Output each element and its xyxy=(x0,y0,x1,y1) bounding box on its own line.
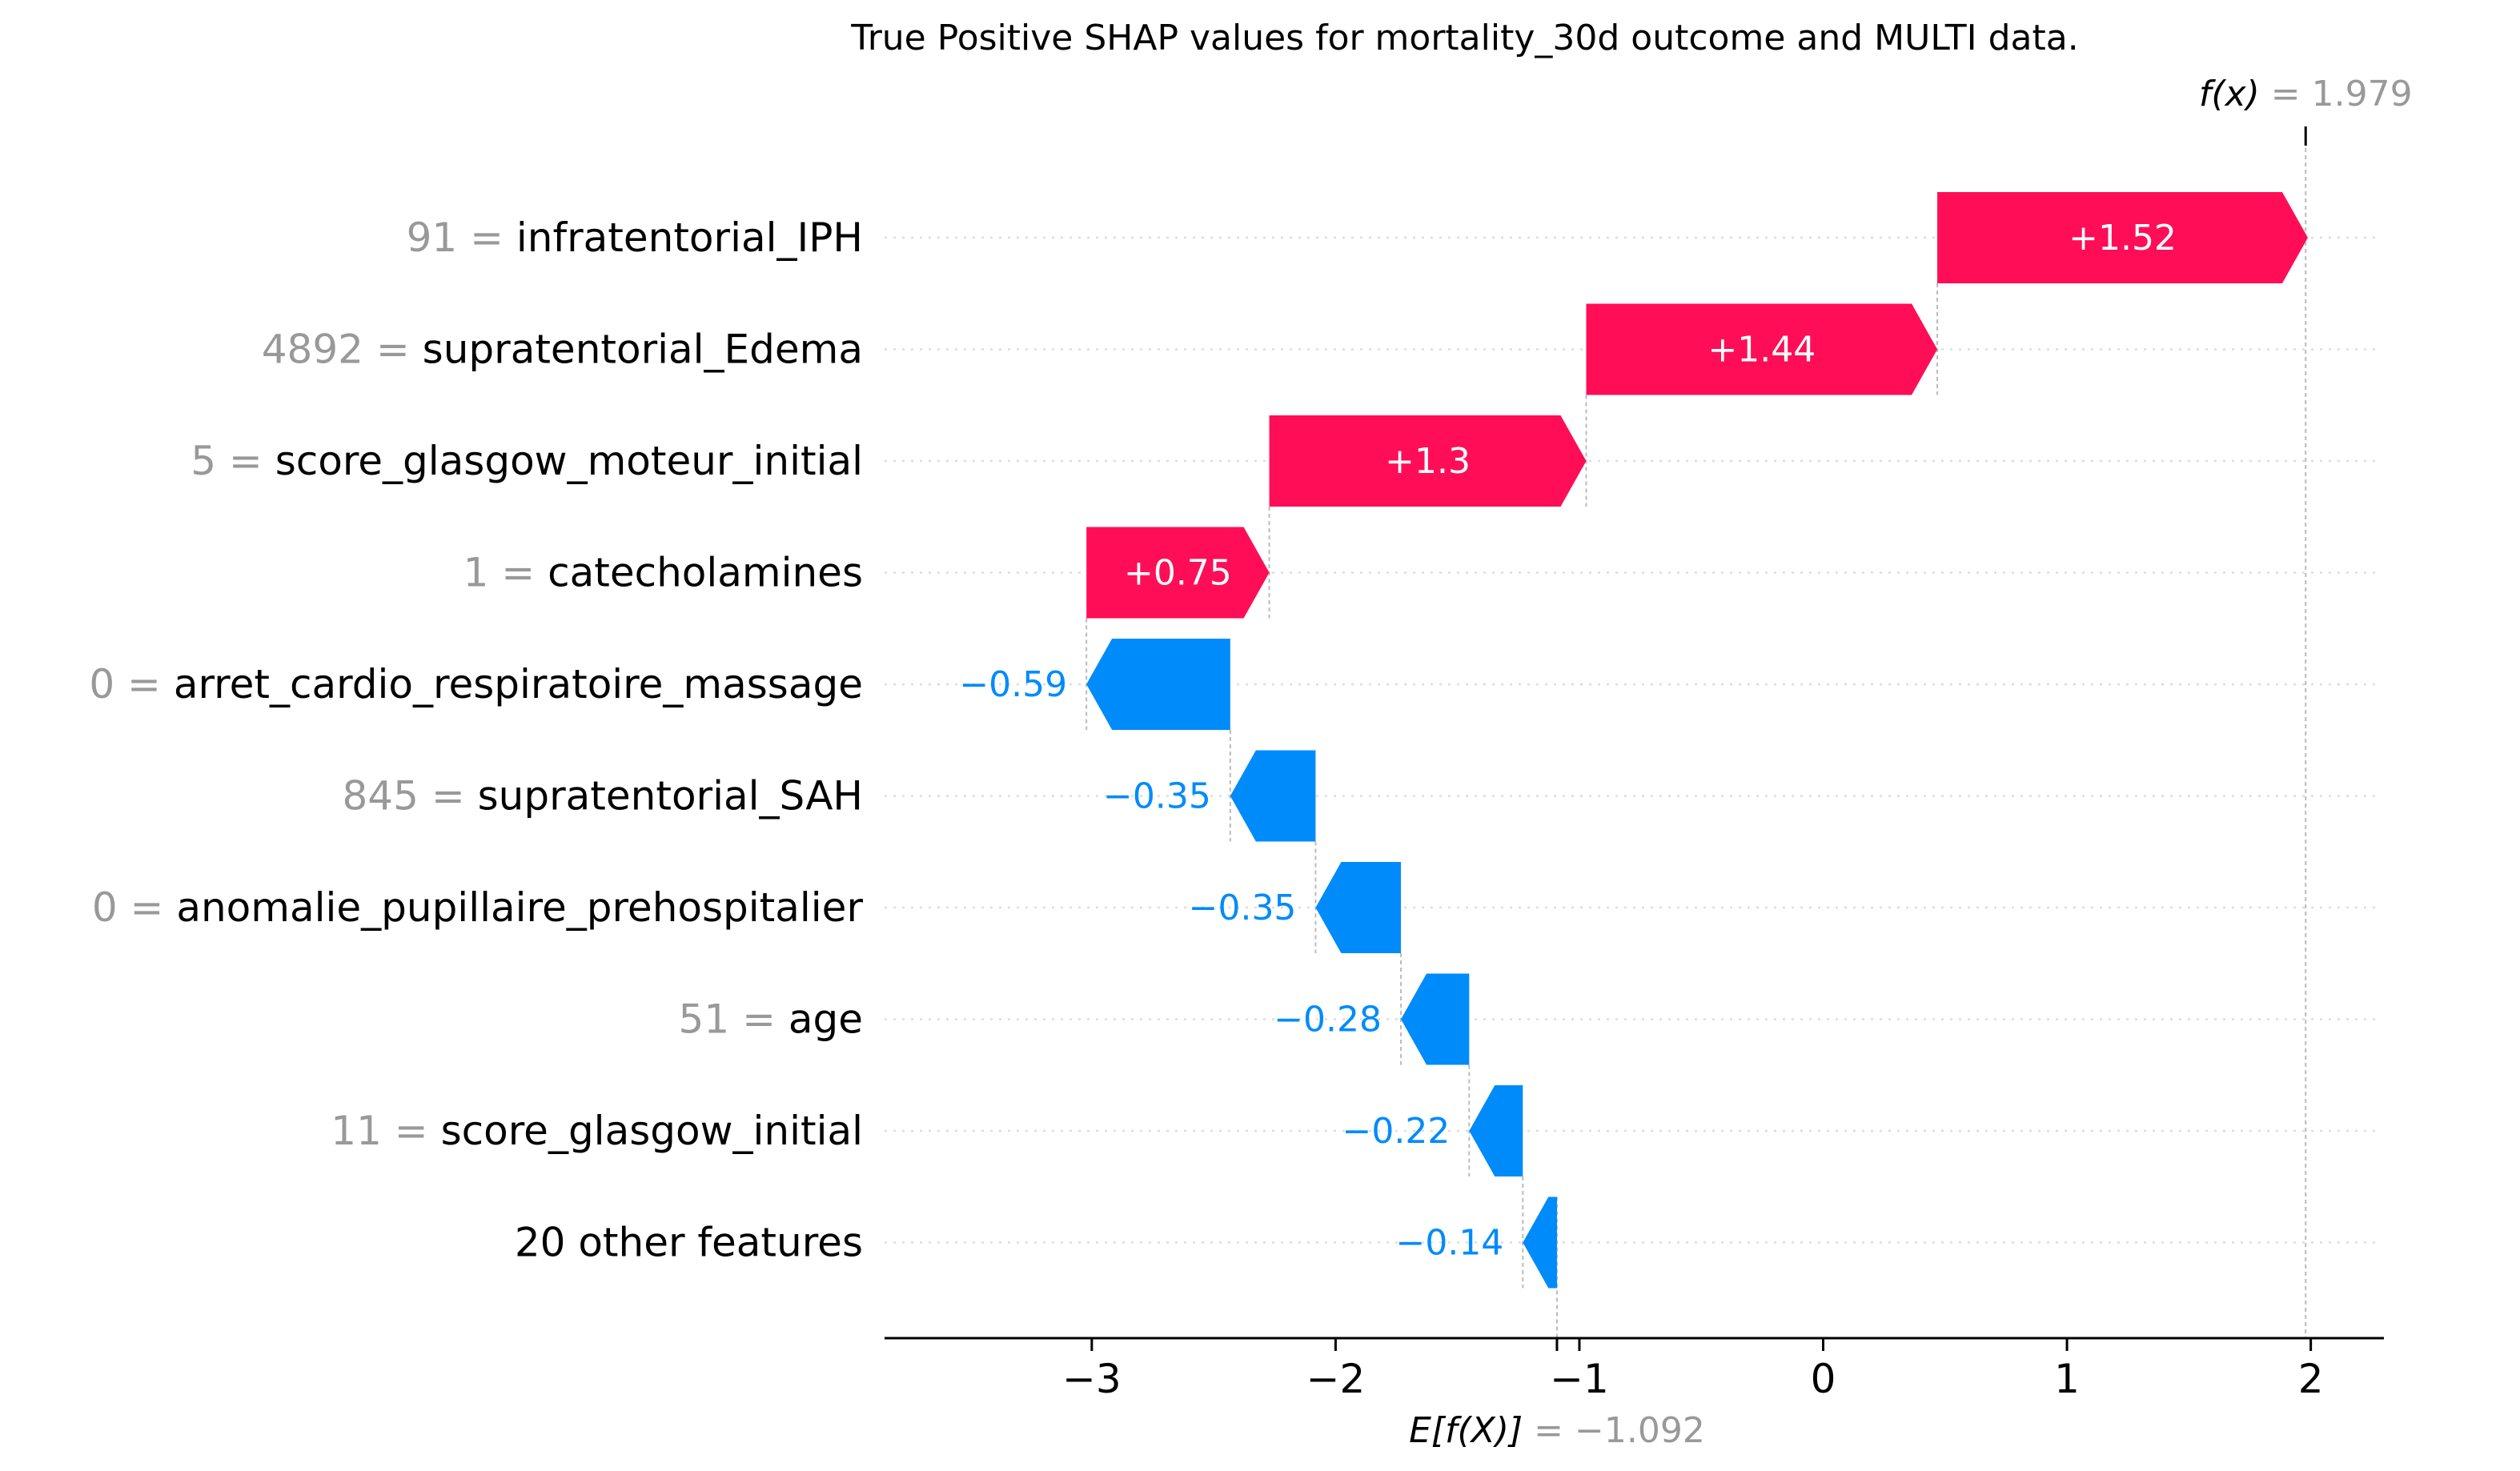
bar-value-label: +1.3 xyxy=(1385,441,1471,482)
bar-0 xyxy=(1937,192,2308,283)
bar-1 xyxy=(1586,303,1938,395)
x-tick-label: 0 xyxy=(1811,1356,1836,1402)
bars: +1.52 +1.44 +1.3 +0.75 −0.59 −0.35 −0.35 −0.28 −… xyxy=(959,192,2308,1289)
x-tick-label: −3 xyxy=(1062,1356,1122,1402)
feature-name: arret_cardio_respiratoire_massage xyxy=(174,661,863,707)
x-axis: −3 −2 −1 0 1 2 xyxy=(885,1337,2384,1402)
feature-label: 0 = anomalie_pupillaire_prehospitalier xyxy=(92,884,864,931)
feature-label: 5 = score_glasgow_moteur_initial xyxy=(191,438,863,484)
feature-value: 5 = xyxy=(191,438,275,484)
x-tick-label: 1 xyxy=(2054,1356,2080,1402)
bar-7 xyxy=(1401,973,1470,1065)
feature-name: infratentorial_IPH xyxy=(516,214,863,261)
feature-value: 51 = xyxy=(679,996,789,1043)
feature-label: 0 = arret_cardio_respiratoire_massage xyxy=(89,661,863,707)
bar-9 xyxy=(1523,1196,1557,1289)
feature-value: 91 = xyxy=(407,214,516,261)
fx-label: f(x) xyxy=(2199,74,2271,114)
feature-label: 91 = infratentorial_IPH xyxy=(407,214,863,261)
feature-label: 845 = supratentorial_SAH xyxy=(343,773,864,820)
feature-name: anomalie_pupillaire_prehospitalier xyxy=(176,884,863,931)
bar-value-label: −0.59 xyxy=(959,664,1067,705)
feature-value: 4892 = xyxy=(262,327,423,373)
bar-value-label: −0.35 xyxy=(1103,776,1211,817)
bar-value-label: −0.35 xyxy=(1189,888,1297,928)
feature-label: 1 = catecholamines xyxy=(463,550,863,596)
annotations: E[f(X)] = −1.092 f(x) = 1.979 xyxy=(1409,74,2413,1451)
x-tick-label: −1 xyxy=(1550,1356,1609,1402)
feature-value: 845 = xyxy=(343,773,478,820)
feature-value: 1 = xyxy=(463,550,548,596)
feature-name: score_glasgow_initial xyxy=(441,1108,863,1154)
feature-label: 11 = score_glasgow_initial xyxy=(331,1108,863,1154)
feature-labels: 91 = infratentorial_IPH 4892 = supratento… xyxy=(89,214,863,1266)
bar-2 xyxy=(1269,415,1587,507)
bar-value-label: +0.75 xyxy=(1124,553,1232,594)
x-tick-label: −2 xyxy=(1306,1356,1366,1402)
feature-label: 4892 = supratentorial_Edema xyxy=(262,327,863,373)
base-value-annotation: E[f(X)] = −1.092 xyxy=(1409,1410,1705,1451)
bar-value-label: −0.28 xyxy=(1274,1000,1382,1040)
feature-name: age xyxy=(789,996,863,1043)
feature-value: 0 = xyxy=(89,661,174,707)
feature-name: score_glasgow_moteur_initial xyxy=(275,438,863,484)
bar-5 xyxy=(1230,750,1316,842)
base-label: E[f(X)] xyxy=(1409,1410,1534,1451)
x-tick-label: 2 xyxy=(2298,1356,2324,1402)
bar-value-label: +1.44 xyxy=(1707,330,1816,371)
feature-name: 20 other features xyxy=(515,1220,863,1266)
base-value: = −1.092 xyxy=(1534,1410,1705,1451)
bar-value-label: −0.22 xyxy=(1342,1111,1450,1152)
bar-4 xyxy=(1086,639,1230,730)
feature-value: 0 = xyxy=(92,884,177,931)
bar-3 xyxy=(1086,527,1270,619)
bar-value-label: +1.52 xyxy=(2069,218,2177,259)
chart-title: True Positive SHAP values for mortality_… xyxy=(850,18,2078,58)
feature-name: supratentorial_Edema xyxy=(423,327,863,373)
feature-label: 51 = age xyxy=(679,996,863,1043)
fx-value-annotation: f(x) = 1.979 xyxy=(2199,74,2413,114)
bar-value-label: −0.14 xyxy=(1395,1223,1503,1264)
bar-8 xyxy=(1469,1085,1523,1176)
feature-value: 11 = xyxy=(331,1108,440,1154)
feature-label: 20 other features xyxy=(515,1220,863,1266)
feature-name: catecholamines xyxy=(548,550,863,596)
feature-name: supratentorial_SAH xyxy=(478,773,863,820)
fx-value: = 1.979 xyxy=(2271,74,2413,114)
bar-6 xyxy=(1315,862,1402,953)
